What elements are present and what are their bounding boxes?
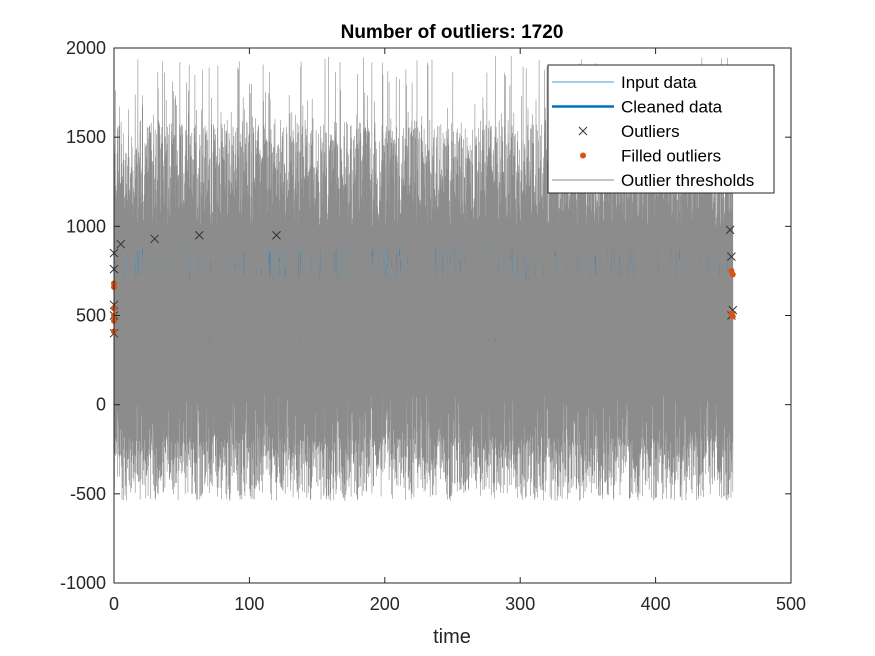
legend-label: Outlier thresholds	[621, 171, 754, 190]
chart-title: Number of outliers: 1720	[341, 22, 564, 43]
legend-swatch	[580, 152, 586, 159]
y-tick-label: 1000	[66, 216, 106, 236]
outlier-marker	[150, 234, 159, 244]
x-axis-label: time	[433, 626, 471, 648]
legend-label: Input data	[621, 73, 697, 92]
outlier-marker	[194, 230, 204, 240]
x-tick-label: 100	[234, 594, 264, 614]
legend: Input data Cleaned data Outliers Filled out…	[547, 64, 775, 194]
legend-label: Outliers	[621, 122, 680, 141]
y-tick-label: 1500	[66, 127, 106, 147]
ticks-layer: 0 100 200 300 400 500 -1000 -500 0 500 1000 1500 200…	[60, 38, 806, 614]
outlier-marker	[725, 225, 735, 235]
legend-label: Filled outliers	[621, 147, 721, 166]
legend-label: Cleaned data	[621, 98, 723, 117]
outlier-marker	[272, 230, 281, 240]
y-tick-label: -500	[70, 484, 106, 504]
x-tick-label: 500	[776, 594, 806, 614]
outlier-marker	[116, 239, 126, 249]
y-tick-label: -1000	[60, 573, 106, 593]
x-tick-label: 200	[370, 594, 400, 614]
x-tick-label: 0	[109, 594, 119, 614]
filled-outlier-marker	[729, 271, 736, 278]
legend-swatch	[578, 126, 588, 136]
y-tick-label: 2000	[66, 38, 106, 58]
y-tick-label: 0	[96, 395, 106, 415]
outlier-marker	[727, 252, 736, 262]
x-tick-label: 400	[641, 594, 671, 614]
filled-outlier-marker	[729, 313, 736, 320]
x-tick-label: 300	[505, 594, 535, 614]
y-tick-label: 500	[76, 306, 106, 326]
legend-items: Input data Cleaned data Outliers Filled out…	[552, 73, 754, 190]
